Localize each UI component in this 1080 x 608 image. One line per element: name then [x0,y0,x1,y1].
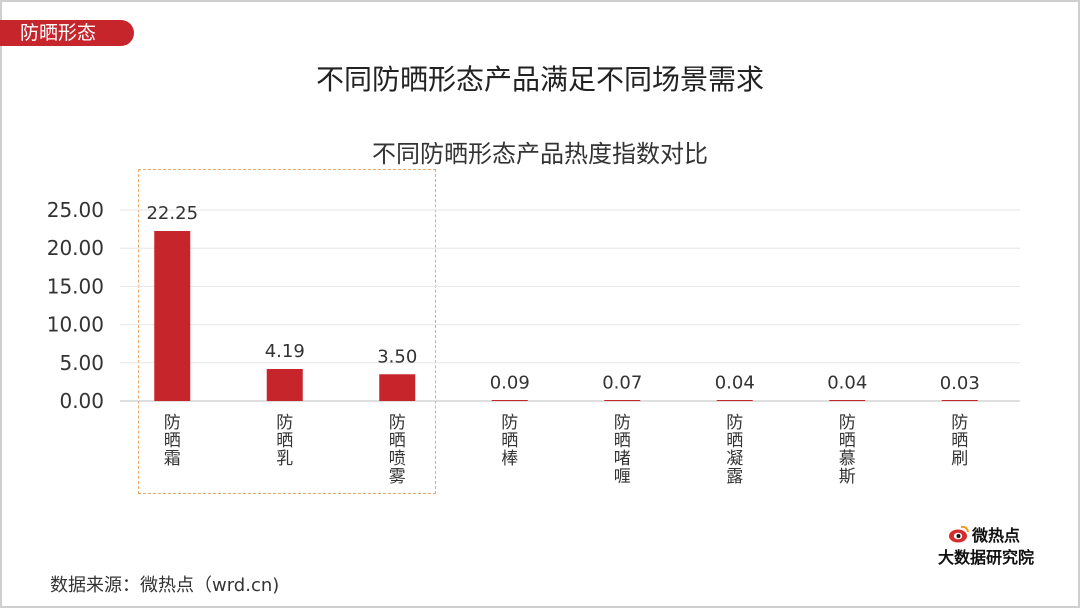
x-tick-label: 防晒棒 [501,413,518,469]
bar [829,400,866,401]
bar [604,400,641,401]
x-tick-label: 防晒凝露 [726,413,743,487]
data-label: 0.04 [715,373,755,394]
y-tick-label: 25.00 [47,198,104,222]
chart-title: 不同防晒形态产品热度指数对比 [372,140,708,168]
data-label: 0.04 [827,373,867,394]
highlight-box [138,169,436,494]
data-label: 4.19 [265,341,305,362]
y-tick-label: 20.00 [47,236,104,260]
x-tick-label: 防晒乳 [276,413,293,469]
y-tick-label: 15.00 [47,274,104,298]
y-tick-label: 5.00 [59,351,104,375]
x-tick-label: 防晒霜 [164,413,181,469]
data-source: 数据来源：微热点（wrd.cn) [50,575,280,596]
logo-line2: 大数据研究院 [938,548,1035,567]
data-label: 0.03 [940,373,980,394]
bar [941,400,978,401]
x-tick-label: 防晒喷雾 [389,413,406,487]
bar [716,400,753,401]
section-tag: 防晒形态 [0,20,134,46]
bar [491,400,528,401]
data-label: 0.09 [490,372,530,393]
bar [266,368,303,401]
data-label: 3.50 [377,346,417,367]
y-tick-label: 10.00 [47,313,104,337]
bar [154,231,191,401]
x-tick-label: 防晒慕斯 [839,413,856,487]
x-tick-label: 防晒啫喱 [614,413,631,487]
bar [379,374,416,401]
logo: 微热点 大数据研究院 [938,522,1048,567]
y-tick-label: 0.00 [59,389,104,413]
weibo-eye-icon [949,525,969,543]
x-tick-label: 防晒刷 [951,413,968,469]
data-label: 0.07 [602,372,642,393]
logo-line1: 微热点 [972,526,1021,545]
data-label: 22.25 [146,203,198,224]
page-title: 不同防晒形态产品满足不同场景需求 [315,63,764,96]
